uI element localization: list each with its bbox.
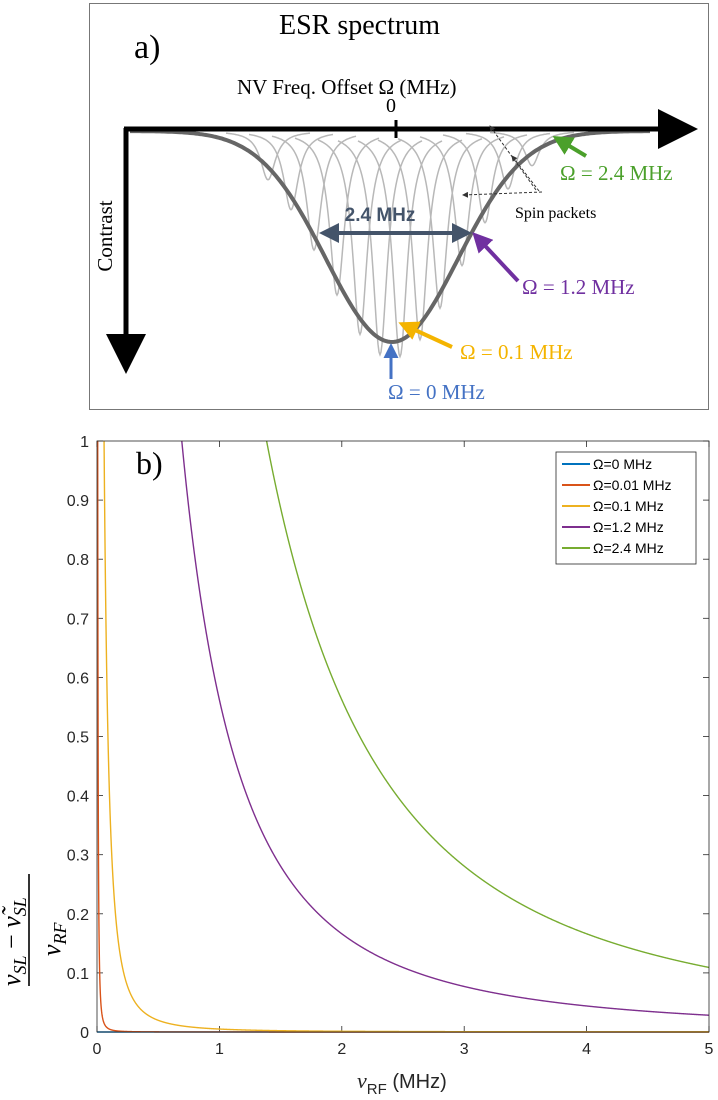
series-line-omega-1-2 (181, 440, 710, 1016)
spin-packet-curve (442, 134, 528, 224)
x-tick-label: 0 (93, 1041, 102, 1058)
y-tick-label: 0.6 (67, 670, 89, 687)
svg-text:νSL − ν̃SL: νSL − ν̃SL (0, 897, 30, 986)
y-tick-label: 0.9 (67, 493, 89, 510)
legend: Ω=0 MHz Ω=0.01 MHz Ω=0.1 MHz Ω=1.2 MHz Ω=2.4… (555, 451, 697, 565)
spin-packet-curve (225, 132, 311, 181)
y-tick-label: 0.3 (67, 848, 89, 865)
panel-a-label: a) (134, 29, 160, 66)
legend-entry: Ω=0.1 MHz (593, 498, 664, 514)
spin-packets-label: Spin packets (515, 205, 596, 222)
x-tick-label: 4 (582, 1041, 591, 1058)
y-tick-label: 0.7 (67, 611, 89, 628)
y-tick-label: 0 (80, 1025, 89, 1042)
spin-packet-pointer (489, 125, 537, 191)
panel-b-label: b) (136, 445, 163, 481)
omega-12-arrow (472, 232, 520, 283)
x-axis-label: νRF (MHz) (357, 1068, 447, 1098)
panel-a-zero-label: 0 (386, 95, 396, 117)
legend-items: Ω=0 MHz Ω=0.01 MHz Ω=0.1 MHz Ω=1.2 MHz Ω=2.4… (562, 456, 672, 556)
x-tick-label: 3 (460, 1041, 469, 1058)
panel-a-y-axis-label: Contrast (93, 200, 117, 271)
legend-entry: Ω=0.01 MHz (593, 477, 672, 493)
x-tick-label: 2 (337, 1041, 346, 1058)
omega-24-annotation: Ω = 2.4 MHz (560, 161, 673, 185)
legend-entry: Ω=1.2 MHz (593, 519, 664, 535)
x-tick-label: 1 (215, 1041, 224, 1058)
spin-packets (225, 131, 575, 359)
spin-packet-curve (397, 138, 483, 311)
spin-packet-pointer (511, 155, 540, 192)
panel-b-chart: 0 1 2 3 4 5 0 0.1 0.2 0.3 0.4 0.5 0.6 0.7 0.8 0.9 1 b) Ω… (0, 420, 718, 1100)
spin-packet-curve (317, 139, 403, 337)
y-tick-label: 0.1 (67, 966, 89, 983)
width-label: 2.4 MHz (345, 205, 416, 226)
omega-01-annotation: Ω = 0.1 MHz (460, 340, 573, 364)
x-tick-label: 5 (705, 1041, 714, 1058)
spin-packet-curve (248, 133, 334, 211)
omega-24-arrow (552, 135, 588, 158)
svg-text:νRF: νRF (37, 921, 70, 956)
panel-a-title: ESR spectrum (279, 10, 440, 41)
y-tick-label: 1 (80, 434, 89, 451)
spin-packet-curve (465, 132, 551, 190)
omega-01-arrow (398, 321, 453, 349)
y-tick-label: 0.8 (67, 552, 89, 569)
spin-packet-curve (294, 137, 380, 297)
spin-packet-curve (337, 140, 423, 357)
tick-labels: 0 1 2 3 4 5 0 0.1 0.2 0.3 0.4 0.5 0.6 0.7 0.8 0.9 1 (67, 434, 714, 1058)
spin-packet-curve (489, 131, 575, 167)
y-tick-label: 0.5 (67, 730, 89, 747)
series-line-omega-2-4 (265, 440, 710, 969)
spin-packet-curve (357, 140, 443, 359)
panel-a-esr-spectrum: ESR spectrum a) NV Freq. Offset Ω (MHz) … (89, 3, 709, 410)
spin-packet-pointer (462, 191, 543, 198)
y-tick-label: 0.2 (67, 907, 89, 924)
panel-a-x-axis-label: NV Freq. Offset Ω (MHz) (237, 75, 457, 99)
y-axis-label: νSL − ν̃SL νRF (0, 874, 70, 986)
panel-a-svg: ESR spectrum a) NV Freq. Offset Ω (MHz) … (93, 10, 698, 404)
legend-entry: Ω=0 MHz (593, 456, 652, 472)
legend-entry: Ω=2.4 MHz (593, 540, 664, 556)
y-tick-label: 0.4 (67, 789, 89, 806)
legend-box (555, 451, 697, 565)
panel-b-svg: 0 1 2 3 4 5 0 0.1 0.2 0.3 0.4 0.5 0.6 0.7 0.8 0.9 1 b) Ω… (0, 434, 714, 1098)
omega-0-annotation: Ω = 0 MHz (388, 380, 485, 404)
omega-12-annotation: Ω = 1.2 MHz (522, 275, 635, 299)
plot-frame (96, 440, 710, 1033)
